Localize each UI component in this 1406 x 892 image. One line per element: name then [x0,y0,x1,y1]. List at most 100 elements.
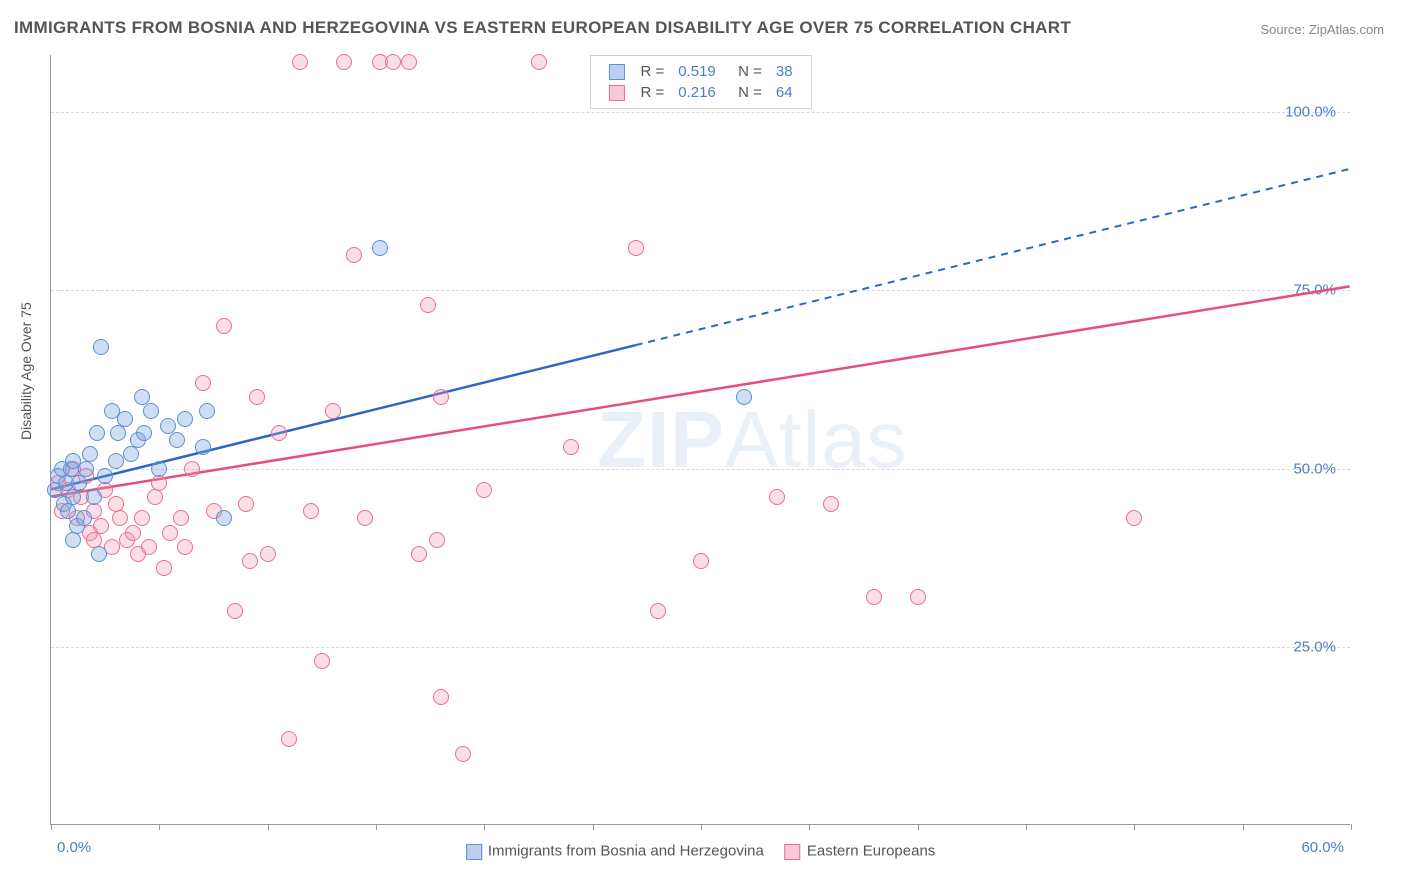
grid-line [51,112,1350,113]
scatter-point [628,240,644,256]
x-tick [1243,824,1244,830]
watermark: ZIPAtlas [597,394,907,486]
y-tick-label: 50.0% [1293,460,1336,477]
x-tick [159,824,160,830]
scatter-point [89,425,105,441]
x-tick [809,824,810,830]
scatter-point [123,446,139,462]
scatter-point [112,510,128,526]
scatter-point [823,496,839,512]
scatter-point [325,403,341,419]
x-tick [268,824,269,830]
scatter-point [177,539,193,555]
scatter-point [531,54,547,70]
scatter-point [249,389,265,405]
scatter-point [177,411,193,427]
x-tick [1134,824,1135,830]
scatter-point [125,525,141,541]
scatter-point [372,240,388,256]
scatter-point [82,446,98,462]
legend-correlation: R = 0.519 N = 38 R = 0.216 N = 64 [589,55,811,109]
scatter-point [227,603,243,619]
x-axis-max-label: 60.0% [1301,839,1344,856]
scatter-point [76,510,92,526]
legend-row-bosnia: R = 0.519 N = 38 [602,62,798,81]
scatter-point [910,589,926,605]
swatch-blue-icon [466,844,482,860]
scatter-point [455,746,471,762]
scatter-point [271,425,287,441]
swatch-pink-icon [608,85,624,101]
scatter-point [357,510,373,526]
scatter-point [156,560,172,576]
legend-label-bosnia: Immigrants from Bosnia and Herzegovina [488,843,764,860]
scatter-point [420,297,436,313]
scatter-point [292,54,308,70]
grid-line [51,290,1350,291]
y-tick-label: 100.0% [1285,104,1336,121]
legend-n-label: N = [724,62,768,81]
scatter-point [93,518,109,534]
scatter-point [195,439,211,455]
scatter-point [147,489,163,505]
y-tick-label: 75.0% [1293,282,1336,299]
x-axis-min-label: 0.0% [57,839,91,856]
scatter-point [110,425,126,441]
scatter-point [346,247,362,263]
scatter-point [693,553,709,569]
scatter-point [141,539,157,555]
scatter-point [195,375,211,391]
scatter-point [385,54,401,70]
scatter-point [86,489,102,505]
x-tick [593,824,594,830]
y-tick-label: 25.0% [1293,638,1336,655]
scatter-point [199,403,215,419]
scatter-point [563,439,579,455]
scatter-point [433,389,449,405]
scatter-point [91,546,107,562]
scatter-point [401,54,417,70]
scatter-point [769,489,785,505]
chart-title: IMMIGRANTS FROM BOSNIA AND HERZEGOVINA V… [14,18,1071,38]
scatter-point [336,54,352,70]
watermark-zip: ZIP [597,395,724,484]
scatter-point [65,532,81,548]
legend-r-label: R = [634,62,670,81]
x-tick [701,824,702,830]
scatter-point [93,339,109,355]
scatter-point [134,510,150,526]
legend-n-label: N = [724,83,768,102]
scatter-point [260,546,276,562]
scatter-point [184,461,200,477]
legend-r-label: R = [634,83,670,102]
scatter-point [736,389,752,405]
scatter-point [429,532,445,548]
scatter-point [411,546,427,562]
legend-label-eastern: Eastern Europeans [807,843,935,860]
scatter-point [314,653,330,669]
scatter-point [216,318,232,334]
swatch-blue-icon [608,64,624,80]
regression-lines [51,55,1350,824]
x-tick [1351,824,1352,830]
scatter-point [143,403,159,419]
source-label: Source: ZipAtlas.com [1260,22,1384,37]
scatter-point [866,589,882,605]
grid-line [51,469,1350,470]
scatter-point [97,468,113,484]
scatter-point [71,475,87,491]
scatter-point [216,510,232,526]
scatter-point [117,411,133,427]
scatter-point [151,475,167,491]
x-tick [1026,824,1027,830]
scatter-point [78,461,94,477]
scatter-point [173,510,189,526]
scatter-point [281,731,297,747]
x-tick [918,824,919,830]
grid-line [51,647,1350,648]
scatter-point [303,503,319,519]
legend-n-value-eastern: 64 [770,83,799,102]
legend-n-value-bosnia: 38 [770,62,799,81]
scatter-point [136,425,152,441]
x-tick [51,824,52,830]
